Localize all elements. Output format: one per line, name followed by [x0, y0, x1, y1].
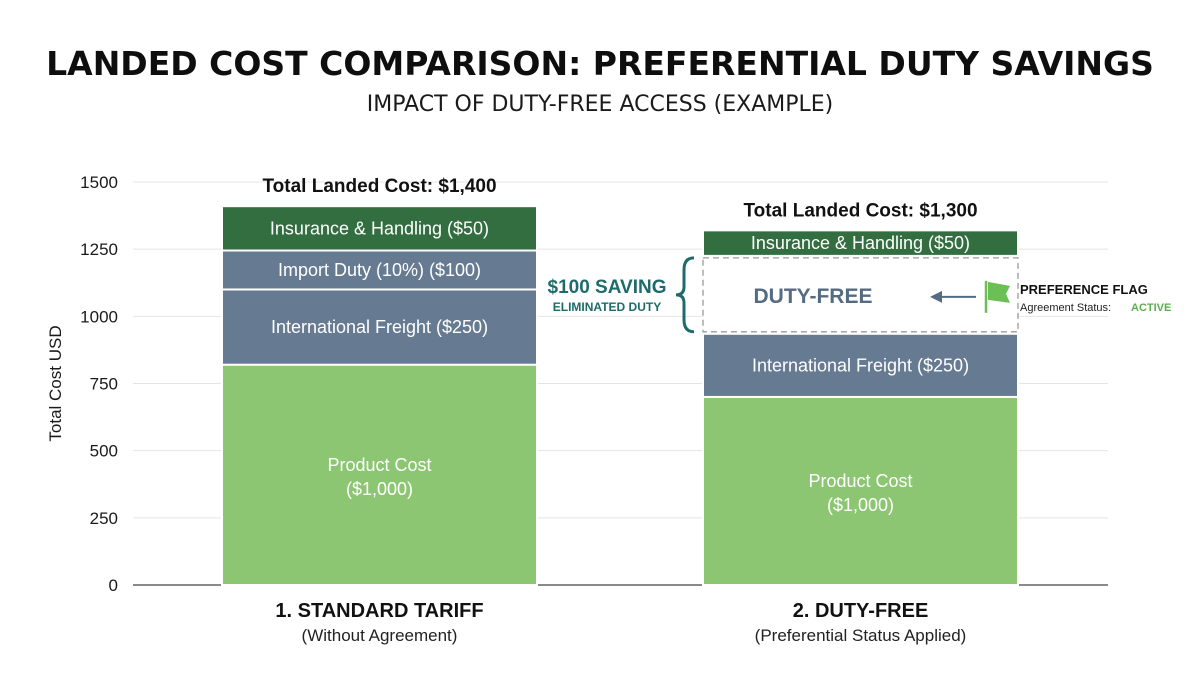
- segment-label: Import Duty (10%) ($100): [278, 260, 481, 280]
- duty-free-label: DUTY-FREE: [753, 285, 872, 308]
- agreement-status-value: ACTIVE: [1131, 302, 1171, 314]
- saving-amount: $100 SAVING: [548, 277, 667, 298]
- y-tick-label: 1000: [80, 307, 118, 326]
- segment-label: Insurance & Handling ($50): [751, 233, 970, 253]
- category-label: 2. DUTY-FREE: [793, 600, 929, 622]
- bars: Product Cost ($1,000) International Freigh…: [222, 176, 1018, 645]
- total-cost-label: Total Landed Cost: $1,300: [743, 200, 977, 221]
- segment-label: Product Cost: [327, 455, 431, 475]
- total-cost-label: Total Landed Cost: $1,400: [262, 176, 496, 197]
- segment-label: ($1,000): [827, 495, 894, 515]
- agreement-status-label: Agreement Status:: [1020, 302, 1111, 314]
- y-tick-label: 0: [109, 576, 118, 595]
- y-tick-label: 1500: [80, 173, 118, 192]
- category-sublabel: (Without Agreement): [302, 626, 458, 645]
- y-tick-label: 500: [90, 442, 118, 461]
- y-axis-label: Total Cost USD: [46, 325, 65, 441]
- y-tick-label: 750: [90, 375, 118, 394]
- category-sublabel: (Preferential Status Applied): [755, 626, 967, 645]
- segment-label: Product Cost: [808, 471, 912, 491]
- segment-label: Insurance & Handling ($50): [270, 218, 489, 238]
- segment-label: ($1,000): [346, 479, 413, 499]
- saving-brace: [676, 258, 694, 332]
- segment-label: International Freight ($250): [271, 317, 488, 337]
- segment-label: International Freight ($250): [752, 355, 969, 375]
- category-label: 1. STANDARD TARIFF: [275, 600, 483, 622]
- saving-note: ELIMINATED DUTY: [553, 300, 661, 314]
- preference-flag-title: PREFERENCE FLAG: [1020, 282, 1148, 297]
- y-tick-label: 250: [90, 509, 118, 528]
- y-tick-label: 1250: [80, 240, 118, 259]
